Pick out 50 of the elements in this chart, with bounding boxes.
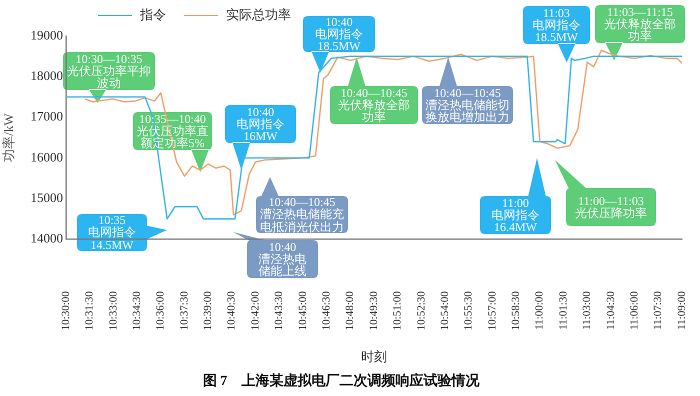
x-tick-label: 10:42:00 [249,290,262,330]
x-tick-label: 11:00:00 [534,290,546,330]
legend-label: 实际总功率 [226,6,291,24]
x-tick-label: 10:43:30 [273,290,286,330]
annotation: 10:30—10:35 光伏压功率平抑波动 [66,52,152,90]
y-tick-label: 16000 [30,149,63,164]
annotation: 10:40—10:45 漕泾热电储能切换放电增加出力 [424,86,510,124]
x-tick-label: 11:07:30 [652,290,664,330]
x-tick-label: 10:40:30 [226,290,238,330]
x-tick-label: 10:36:00 [154,290,167,330]
annotation: 10:40—10:45 光伏释放全部功率 [337,86,411,124]
x-tick-label: 10:30:00 [60,290,72,330]
x-tick-label: 10:48:00 [344,290,356,330]
x-axis-title: 时刻 [361,348,387,364]
annotation: 11:03 电网指令 18.5MW [532,6,582,44]
annotation: 10:40 电网指令 16MW [236,104,286,144]
x-tick-label: 11:09:00 [676,290,688,330]
annotation: 10:40—10:45 漕泾热电储能充电抵消光伏出力 [259,195,345,234]
annotation: 10:35 电网指令 14.5MW [87,213,137,252]
x-tick-label: 11:03:00 [581,290,594,330]
y-tick-label: 17000 [30,108,63,124]
y-tick-label: 18000 [30,68,63,84]
y-tick-label: 14000 [30,230,63,246]
x-tick-label: 11:06:00 [628,290,641,330]
x-tick-label: 10:54:00 [438,290,451,330]
x-tick-label: 10:45:00 [296,290,309,330]
x-tick-label: 10:46:30 [320,290,333,330]
x-tick-label: 10:51:00 [392,290,404,330]
x-tick-label: 10:37:30 [178,290,190,330]
x-tick-label: 10:34:30 [130,290,143,330]
x-tick-label: 10:39:00 [202,290,214,330]
annotation: 11:03—11:15 光伏释放全部功率 [603,4,677,44]
annotation: 11:00—11:03 光伏压降功率 [574,194,648,220]
y-tick-label: 15000 [30,190,63,205]
y-axis-title: 功率/kW [1,112,16,162]
x-tick-label: 10:52:30 [415,290,428,330]
annotation: 11:00 电网指令 16.4MW [490,196,540,234]
y-tick-label: 19000 [30,27,63,42]
legend-label: 指令 [140,6,166,24]
text: 图 7 上海某虚拟电厂二次调频响应试验情况 [202,372,480,390]
x-tick-label: 10:33:00 [107,290,120,330]
annotation: 10:40 电网指令 18.5MW [314,14,364,54]
x-tick-label: 11:01:30 [557,290,570,330]
x-tick-label: 10:55:30 [462,290,475,330]
text: 10:40 漕泾热电储能上线 [258,240,308,278]
x-tick-label: 11:04:30 [604,290,617,330]
x-tick-label: 10:31:30 [84,290,96,330]
x-tick-label: 10:58:30 [510,290,522,330]
x-tick-label: 10:49:30 [368,290,380,330]
x-tick-label: 10:57:00 [486,290,498,330]
